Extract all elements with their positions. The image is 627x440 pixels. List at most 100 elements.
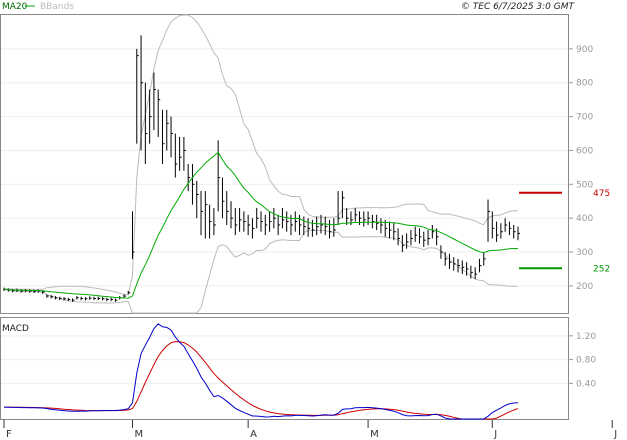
macd-y-tick-label: 0.40 (576, 379, 596, 389)
price-bar (508, 221, 512, 236)
y-tick-label: 300 (576, 248, 593, 258)
price-bar (337, 191, 341, 225)
price-bar (161, 109, 165, 164)
price-bar (307, 218, 311, 237)
price-bar (256, 208, 259, 229)
price-bar (496, 221, 499, 242)
price-bar (149, 89, 152, 144)
price-axis: 200 300 400 500 600 700 800 900 (568, 45, 593, 292)
price-bar (89, 296, 92, 300)
y-tick-label: 500 (576, 180, 593, 190)
price-bar (102, 297, 105, 301)
price-bar (333, 218, 336, 237)
month-label: F (6, 429, 12, 440)
price-bar (483, 252, 486, 266)
price-bar (329, 219, 332, 239)
price-bar (474, 267, 478, 280)
price-bar (427, 230, 431, 246)
month-label: J (493, 429, 497, 440)
price-bar (174, 133, 178, 178)
macd-line (3, 323, 519, 420)
price-bar (470, 265, 473, 279)
macd-y-tick-label: 0.80 (576, 356, 596, 366)
price-bar (106, 297, 109, 302)
price-bar (136, 48, 139, 144)
price-bar (170, 116, 174, 158)
price-bar (303, 216, 306, 236)
level-marker-label: 252 (593, 264, 610, 274)
price-bar (504, 218, 508, 232)
price-bar (234, 208, 238, 236)
macd-gridlines (1, 335, 568, 384)
price-bar (54, 296, 58, 300)
price-bar (316, 216, 319, 236)
price-bar (414, 226, 418, 242)
price-bar (226, 191, 229, 225)
price-bar (371, 214, 375, 229)
bband-lower (3, 229, 519, 314)
price-bar (153, 72, 156, 131)
price-bar (281, 208, 285, 229)
y-tick-label: 400 (576, 214, 593, 224)
price-bar (230, 201, 234, 229)
price-bar (97, 296, 101, 301)
legend: MA20 BBands (2, 2, 74, 12)
price-bar (191, 164, 195, 205)
month-label: A (250, 429, 257, 440)
price-bar (491, 211, 495, 239)
price-bar (179, 136, 182, 171)
price-bar (204, 191, 208, 239)
price-bar (166, 109, 169, 151)
price-gridlines (1, 48, 568, 287)
price-bar (311, 219, 315, 237)
price-bar (157, 89, 161, 137)
price-bar (93, 296, 96, 301)
price-bar (294, 211, 298, 232)
price-bar (110, 297, 114, 302)
bband-upper (3, 14, 519, 296)
price-bar (389, 221, 392, 239)
price-bar (269, 211, 272, 232)
price-bar (209, 204, 212, 239)
price-bar (67, 297, 71, 302)
macd-title: MACD (2, 324, 29, 334)
price-bar (46, 294, 49, 298)
price-bar (397, 228, 401, 246)
month-label: M (370, 429, 379, 440)
price-bar (239, 208, 242, 232)
month-label: M (135, 429, 144, 440)
y-tick-label: 900 (576, 45, 593, 55)
price-bar (114, 298, 118, 302)
price-bar (401, 235, 405, 253)
price-bar (466, 262, 469, 276)
macd-y-tick-label: 1.20 (576, 332, 596, 342)
price-bars (3, 35, 520, 302)
price-bar (251, 218, 255, 239)
y-tick-label: 600 (576, 146, 593, 156)
price-bar (63, 297, 66, 301)
price-bar (196, 180, 199, 219)
copyright-timestamp: © TEC 6/7/2025 3:0 GMT (461, 2, 576, 12)
price-bar (50, 295, 54, 299)
price-bar (243, 211, 246, 232)
price-bar (264, 214, 268, 236)
price-markers: 475 252 (519, 189, 610, 274)
y-tick-label: 200 (576, 282, 593, 292)
price-bar (144, 82, 148, 164)
price-bar (59, 296, 62, 301)
price-bar (260, 211, 263, 232)
y-tick-label: 700 (576, 113, 593, 123)
bollinger-bands (3, 14, 519, 314)
price-bar (461, 260, 465, 275)
month-label: J (613, 429, 617, 440)
price-bar (72, 298, 75, 302)
price-bar (517, 226, 520, 241)
price-bar (247, 214, 251, 236)
macd-lines (3, 323, 519, 420)
price-bar (393, 223, 396, 241)
price-bar (80, 296, 84, 301)
price-bar (380, 218, 383, 234)
price-bar (354, 208, 358, 222)
y-tick-label: 800 (576, 79, 593, 89)
